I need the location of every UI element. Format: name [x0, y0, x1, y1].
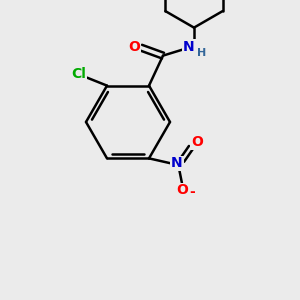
Text: O: O: [128, 40, 140, 54]
Text: N: N: [171, 156, 183, 170]
Text: O: O: [176, 183, 188, 197]
Text: N: N: [183, 40, 195, 54]
Text: -: -: [189, 185, 195, 200]
Text: Cl: Cl: [72, 67, 86, 81]
Text: H: H: [197, 48, 207, 58]
Text: O: O: [191, 135, 203, 149]
